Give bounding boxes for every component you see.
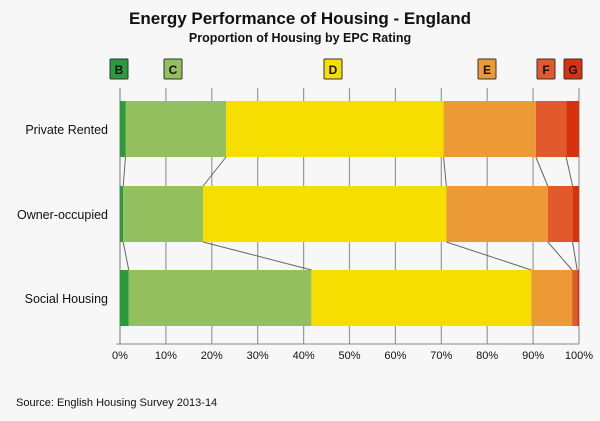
legend-swatch-B: [109, 58, 129, 80]
legend-label: C: [169, 63, 178, 77]
connector-line: [443, 156, 447, 187]
connector-line: [122, 156, 127, 187]
x-tick-label: 60%: [384, 350, 406, 362]
bar-segment-G: [572, 186, 579, 242]
x-tick-label: 100%: [565, 350, 593, 362]
x-tick-label: 80%: [476, 350, 498, 362]
legend-swatch-D: [323, 58, 343, 80]
connector-line: [202, 156, 227, 187]
x-tick-label: 10%: [155, 350, 177, 362]
legend-label: G: [568, 63, 577, 77]
connector-line: [122, 241, 130, 271]
bar-segment-B: [120, 270, 129, 326]
x-tick-label: 0%: [112, 350, 128, 362]
chart-title: Energy Performance of Housing - England: [129, 9, 471, 28]
bar-segment-D: [311, 270, 532, 326]
connector-line: [202, 241, 312, 271]
bar-segment-D: [226, 101, 444, 157]
bar-segment-F: [535, 101, 567, 157]
chart-subtitle: Proportion of Housing by EPC Rating: [189, 31, 411, 45]
bar-segment-F: [572, 270, 578, 326]
legend-swatch-F: [536, 58, 556, 80]
legend-label: F: [542, 63, 549, 77]
x-tick-label: 90%: [522, 350, 544, 362]
x-tick-label: 70%: [430, 350, 452, 362]
bar-segment-F: [547, 186, 573, 242]
bar-segment-C: [123, 186, 204, 242]
connector-line: [535, 156, 549, 187]
legend-swatch-G: [563, 58, 583, 80]
bar-segment-E: [531, 270, 573, 326]
category-label: Private Rented: [25, 123, 108, 137]
bar-segment-D: [203, 186, 447, 242]
x-tick-label: 30%: [247, 350, 269, 362]
bar-segment-C: [128, 270, 312, 326]
legend-swatch-E: [477, 58, 497, 80]
bar-segment-B: [120, 186, 124, 242]
legend-swatch-C: [163, 58, 183, 80]
x-tick-label: 40%: [293, 350, 315, 362]
connector-line: [446, 241, 532, 271]
bar-segment-G: [566, 101, 579, 157]
connector-line: [572, 241, 578, 271]
bar-segment-G: [577, 270, 579, 326]
x-tick-label: 20%: [201, 350, 223, 362]
connector-line: [547, 241, 573, 271]
x-tick-label: 50%: [338, 350, 360, 362]
bar-segment-B: [120, 101, 126, 157]
bar-segment-E: [446, 186, 548, 242]
bar-segment-C: [125, 101, 227, 157]
connector-line: [565, 156, 574, 187]
category-label: Social Housing: [25, 292, 108, 306]
bar-segment-E: [443, 101, 536, 157]
legend-label: D: [329, 63, 338, 77]
source-note: Source: English Housing Survey 2013-14: [16, 397, 217, 409]
legend-label: E: [483, 63, 491, 77]
category-label: Owner-occupied: [17, 208, 108, 222]
legend-label: B: [115, 63, 124, 77]
